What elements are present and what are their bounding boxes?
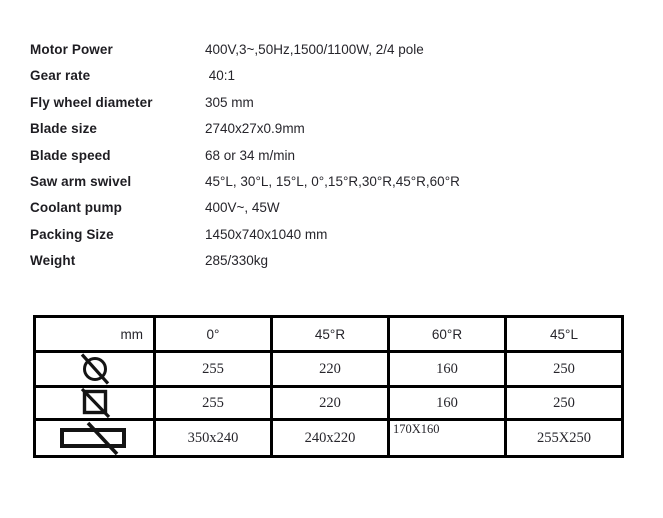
capacity-cell: 160 xyxy=(387,385,507,421)
spec-value: 400V~, 45W xyxy=(205,200,280,216)
spec-label: Coolant pump xyxy=(30,200,122,216)
angle-header-0deg: 0° xyxy=(153,315,273,353)
capacity-cell: 160 xyxy=(387,350,507,388)
spec-label: Saw arm swivel xyxy=(30,173,132,189)
capacity-cell: 255 xyxy=(153,350,273,388)
spec-list: Motor Power 400V,3~,50Hz,1500/1100W, 2/4… xyxy=(30,37,630,275)
table-row-round-stock: 255 220 160 250 xyxy=(33,350,624,388)
capacity-cell: 170X160 xyxy=(387,418,507,458)
spec-value: 1450x740x1040 mm xyxy=(205,226,328,242)
angle-header-60r: 60°R xyxy=(387,315,507,353)
spec-row-motor-power: Motor Power 400V,3~,50Hz,1500/1100W, 2/4… xyxy=(30,37,630,63)
spec-row-weight: Weight 285/330kg xyxy=(30,248,630,274)
spec-value: 40:1 xyxy=(205,68,236,84)
spec-label: Gear rate xyxy=(30,68,91,84)
spec-row-packing-size: Packing Size 1450x740x1040 mm xyxy=(30,222,630,248)
spec-value: 305 mm xyxy=(205,94,254,110)
square-stock-cell xyxy=(33,385,156,421)
spec-row-flywheel-diameter: Fly wheel diameter 305 mm xyxy=(30,90,630,116)
table-row-square-stock: 255 220 160 250 xyxy=(33,385,624,421)
spec-row-gear-rate: Gear rate 40:1 xyxy=(30,63,630,89)
spec-label: Blade speed xyxy=(30,147,111,163)
capacity-cell: 255 xyxy=(153,385,273,421)
capacity-cell: 255X250 xyxy=(504,418,624,458)
capacity-cell: 250 xyxy=(504,350,624,388)
round-stock-cell xyxy=(33,350,156,388)
table-header-row: mm 0° 45°R 60°R 45°L xyxy=(33,315,624,353)
table-row-flat-stock: 350x240 240x220 170X160 255X250 xyxy=(33,418,624,458)
spec-row-blade-speed: Blade speed 68 or 34 m/min xyxy=(30,143,630,169)
spec-row-coolant-pump: Coolant pump 400V~, 45W xyxy=(30,195,630,221)
capacity-cell: 240x220 xyxy=(270,418,390,458)
spec-row-blade-size: Blade size 2740x27x0.9mm xyxy=(30,116,630,142)
spec-label: Motor Power xyxy=(30,42,113,57)
spec-value: 45°L, 30°L, 15°L, 0°,15°R,30°R,45°R,60°R xyxy=(205,173,460,189)
spec-label: Packing Size xyxy=(30,226,114,242)
spec-row-saw-arm-swivel: Saw arm swivel 45°L, 30°L, 15°L, 0°,15°R… xyxy=(30,169,630,195)
capacity-cell: 350x240 xyxy=(153,418,273,458)
cutting-capacity-table: mm 0° 45°R 60°R 45°L 255 220 160 250 xyxy=(33,315,624,458)
spec-value: 285/330kg xyxy=(205,253,269,269)
spec-value: 68 or 34 m/min xyxy=(205,147,296,163)
capacity-cell: 220 xyxy=(270,385,390,421)
square-stock-icon xyxy=(80,389,110,417)
spec-label: Fly wheel diameter xyxy=(30,94,153,110)
flat-stock-icon xyxy=(59,422,126,454)
capacity-cell: 220 xyxy=(270,350,390,388)
spec-value: 400V,3~,50Hz,1500/1100W, 2/4 pole xyxy=(205,42,424,57)
flat-stock-cell xyxy=(33,418,156,458)
angle-header-45l: 45°L xyxy=(504,315,624,353)
capacity-cell: 250 xyxy=(504,385,624,421)
angle-header-45r: 45°R xyxy=(270,315,390,353)
unit-label-cell: mm xyxy=(33,315,156,353)
spec-label: Blade size xyxy=(30,121,98,137)
spec-value: 2740x27x0.9mm xyxy=(205,121,305,137)
spec-label: Weight xyxy=(30,253,76,269)
round-stock-icon xyxy=(80,354,109,384)
